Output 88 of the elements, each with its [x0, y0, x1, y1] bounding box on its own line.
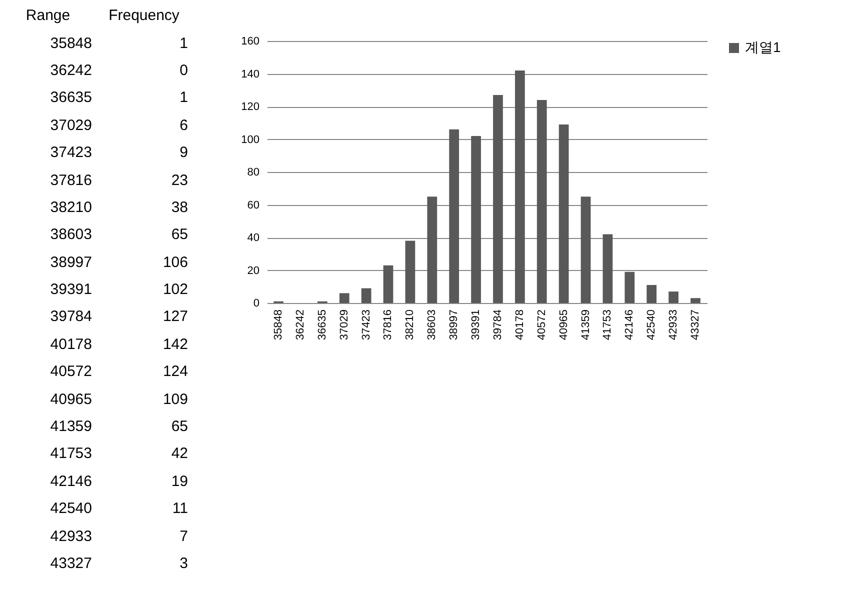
text: 37423	[49, 143, 93, 164]
bar	[668, 292, 678, 303]
x-tick-label: 37816	[382, 310, 394, 340]
text: 23	[170, 170, 189, 191]
text: 42	[170, 444, 189, 464]
x-tick-label: 42146	[624, 310, 636, 340]
y-tick-label: 140	[241, 68, 260, 80]
x-tick-label: 40572	[536, 310, 548, 340]
text: 40572	[49, 362, 93, 382]
text: 7	[178, 526, 189, 547]
x-tick-label: 41753	[602, 310, 614, 340]
text: 1	[178, 34, 189, 54]
text: 40965	[49, 390, 93, 410]
bar	[383, 265, 394, 303]
x-tick-label: 43327	[689, 310, 702, 340]
bar	[580, 196, 591, 303]
x-tick-label: 39784	[492, 310, 504, 340]
text: 36635	[49, 88, 93, 108]
bar	[646, 284, 657, 303]
text: 42540	[49, 499, 93, 520]
text: 109	[162, 390, 189, 410]
text: 38210	[49, 198, 93, 218]
x-tick-label: 37423	[360, 310, 372, 340]
y-tick-label: 160	[241, 36, 260, 48]
y-tick-label: 0	[253, 298, 260, 310]
text: 36242	[49, 60, 93, 81]
text: 124	[162, 362, 189, 382]
text: 37816	[49, 170, 93, 191]
y-tick-label: 20	[247, 264, 260, 277]
x-tick-label: 37029	[338, 310, 350, 340]
text: 11	[171, 499, 189, 520]
x-tick-label: 38997	[448, 310, 460, 340]
x-tick-label: 35848	[272, 310, 285, 340]
x-tick-label: 42933	[668, 310, 680, 340]
text: 38	[170, 198, 189, 218]
y-tick-label: 40	[247, 232, 260, 244]
x-tick-label: 36635	[316, 310, 328, 340]
bar	[339, 293, 350, 303]
y-tick-label: 120	[241, 101, 260, 113]
text: 38997	[49, 252, 93, 273]
text: 40178	[49, 334, 93, 355]
y-tick-label: 100	[241, 134, 260, 146]
text: 42146	[49, 472, 93, 492]
x-tick-label: 40178	[514, 310, 526, 340]
text: 39391	[49, 280, 93, 300]
text: 19	[170, 472, 189, 492]
bar	[558, 124, 569, 303]
legend-label: 계열1	[745, 39, 781, 55]
x-tick-label: 39391	[470, 310, 482, 340]
bar	[471, 136, 481, 303]
bar	[361, 288, 372, 303]
text: 106	[162, 252, 189, 273]
text: Frequency	[108, 6, 180, 26]
x-tick-label: 38210	[404, 310, 416, 340]
text: 43327	[49, 554, 93, 574]
bar	[602, 234, 613, 303]
text: 0	[178, 60, 189, 81]
text: 9	[178, 143, 189, 164]
text: 35848	[49, 34, 93, 54]
bar	[449, 129, 460, 303]
bar	[427, 196, 438, 303]
bar	[690, 298, 700, 303]
text: 142	[162, 334, 189, 355]
bar	[493, 95, 503, 303]
x-tick-label: 42540	[646, 310, 658, 340]
text: 65	[170, 225, 189, 246]
bar	[514, 70, 525, 303]
text: 3	[178, 554, 189, 574]
bar	[624, 272, 635, 303]
text: 41753	[49, 444, 93, 464]
text: 6	[178, 116, 189, 136]
text: 102	[162, 280, 189, 300]
x-tick-label: 41359	[580, 310, 592, 340]
x-tick-label: 36242	[294, 310, 306, 340]
text: 1	[178, 88, 189, 108]
text: 37029	[49, 116, 93, 136]
x-tick-label: 40965	[558, 310, 570, 340]
x-tick-label: 38603	[426, 310, 438, 340]
text: 65	[170, 417, 189, 438]
y-tick-label: 60	[247, 199, 260, 212]
text: Range	[24, 6, 72, 26]
bar	[405, 240, 416, 303]
text: 38603	[49, 225, 93, 246]
text: 42933	[49, 526, 93, 547]
text: 127	[162, 307, 189, 328]
y-tick-label: 80	[247, 166, 260, 178]
text: 41359	[49, 417, 93, 438]
bar	[536, 100, 547, 303]
